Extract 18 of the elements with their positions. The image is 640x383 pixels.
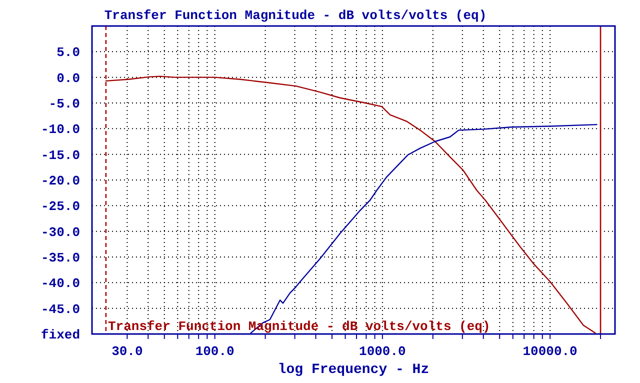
y-tick-label: 5.0 <box>56 45 80 60</box>
y-tick-label: -40.0 <box>40 276 80 292</box>
x-tick-label: 10000.0 <box>522 344 578 359</box>
y-tick-label: -30.0 <box>40 224 80 240</box>
chart-title: Transfer Function Magnitude - dB volts/volts (eq) <box>104 8 487 23</box>
x-tick-label: 30.0 <box>112 344 143 359</box>
x-tick-label: 100.0 <box>195 344 235 359</box>
y-tick-label: -25.0 <box>40 199 80 214</box>
y-tick-label: -5.0 <box>48 96 80 112</box>
x-tick-label: 1000.0 <box>359 344 406 359</box>
x-axis-title: log Frequency - Hz <box>278 362 430 378</box>
y-tick-label: -15.0 <box>40 148 80 163</box>
y-tick-label: -35.0 <box>40 250 80 266</box>
y-tick-label: -45.0 <box>40 302 80 317</box>
y-tick-label: -20.0 <box>40 174 80 189</box>
y-tick-label: 0.0 <box>56 70 80 86</box>
y-tick-label: -10.0 <box>40 122 80 138</box>
y-tick-label: fixed <box>40 328 80 343</box>
